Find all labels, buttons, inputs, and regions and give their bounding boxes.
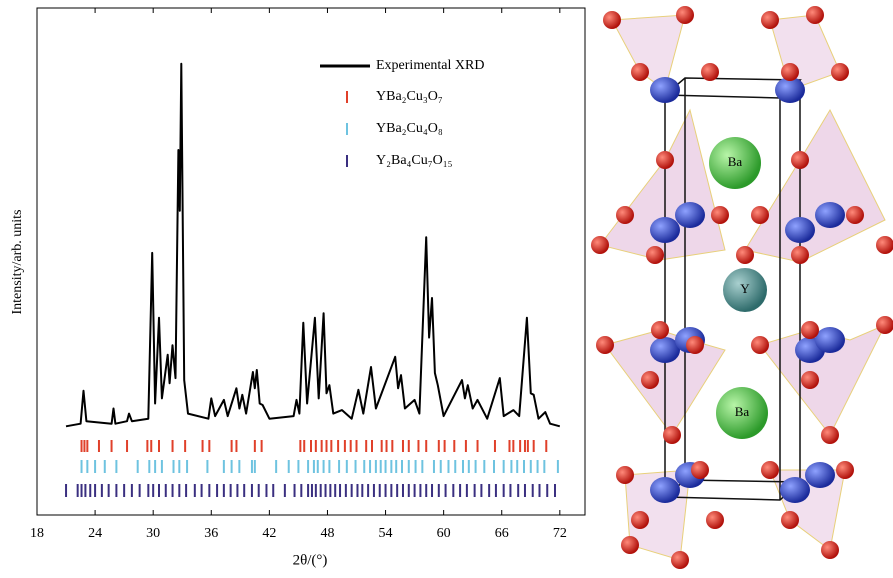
o-atom xyxy=(621,536,639,554)
atom-label: Y xyxy=(740,281,750,296)
o-atom xyxy=(676,6,694,24)
o-atom xyxy=(831,63,849,81)
o-atom xyxy=(761,11,779,29)
cu-atom xyxy=(650,217,680,243)
atom-label: Ba xyxy=(735,404,750,419)
o-atom xyxy=(846,206,864,224)
o-atom xyxy=(736,246,754,264)
o-atom xyxy=(646,246,664,264)
o-atom xyxy=(781,511,799,529)
cu-atom xyxy=(815,327,845,353)
cu-atom xyxy=(650,77,680,103)
o-atom xyxy=(761,461,779,479)
legend-label: Experimental XRD xyxy=(376,58,484,73)
o-atom xyxy=(791,246,809,264)
polyhedron xyxy=(744,108,886,263)
legend-label: YBa₂Cu₃O₇ xyxy=(376,89,443,104)
o-atom xyxy=(821,426,839,444)
legend-label: YBa₂Cu₄O₈ xyxy=(376,121,443,136)
polyhedron xyxy=(769,14,841,91)
o-atom xyxy=(641,371,659,389)
x-tick-label: 66 xyxy=(495,526,509,541)
o-atom xyxy=(596,336,614,354)
x-tick-label: 48 xyxy=(320,526,334,541)
o-atom xyxy=(801,371,819,389)
o-atom xyxy=(791,151,809,169)
o-atom xyxy=(651,321,669,339)
legend-label: Y₂Ba₄Cu₇O₁₅ xyxy=(376,153,453,168)
o-atom xyxy=(801,321,819,339)
x-tick-label: 18 xyxy=(30,526,44,541)
x-tick-label: 30 xyxy=(146,526,160,541)
cu-atom xyxy=(650,337,680,363)
o-atom xyxy=(616,466,634,484)
metal-atom xyxy=(723,268,767,312)
metal-atom xyxy=(716,387,768,439)
x-tick-label: 24 xyxy=(88,526,102,541)
o-atom xyxy=(591,236,609,254)
o-atom xyxy=(711,206,729,224)
o-atom xyxy=(671,551,689,569)
cu-atom xyxy=(650,477,680,503)
o-atom xyxy=(706,511,724,529)
cu-atom xyxy=(775,77,805,103)
xrd-line xyxy=(65,62,561,428)
o-atom xyxy=(616,206,634,224)
cu-atom xyxy=(675,202,705,228)
unit-cell xyxy=(664,78,801,500)
o-atom xyxy=(781,63,799,81)
o-atom xyxy=(836,461,854,479)
o-atom xyxy=(751,336,769,354)
cu-atom xyxy=(785,217,815,243)
o-atom xyxy=(631,63,649,81)
o-atom xyxy=(663,426,681,444)
cu-atom xyxy=(780,477,810,503)
o-atom xyxy=(691,461,709,479)
o-atom xyxy=(876,316,893,334)
x-tick-label: 54 xyxy=(379,526,393,541)
x-tick-label: 42 xyxy=(262,526,276,541)
o-atom xyxy=(603,11,621,29)
x-tick-label: 36 xyxy=(204,526,218,541)
plot-frame xyxy=(36,7,586,516)
cu-atom xyxy=(815,202,845,228)
o-atom xyxy=(656,151,674,169)
o-atom xyxy=(701,63,719,81)
o-atom xyxy=(876,236,893,254)
o-atom xyxy=(751,206,769,224)
x-tick-label: 60 xyxy=(437,526,451,541)
x-tick-label: 72 xyxy=(553,526,567,541)
o-atom xyxy=(821,541,839,559)
o-atom xyxy=(806,6,824,24)
y-axis-label: Intensity/arb. units xyxy=(10,210,25,315)
o-atom xyxy=(631,511,649,529)
metal-atom xyxy=(709,137,761,189)
atom-label: Ba xyxy=(728,154,743,169)
polyhedron xyxy=(611,14,686,91)
x-axis-label: 2θ/(°) xyxy=(293,552,328,568)
crystal-structure: Ba Y Ba xyxy=(591,6,893,569)
cu-atom xyxy=(805,462,835,488)
o-atom xyxy=(686,336,704,354)
